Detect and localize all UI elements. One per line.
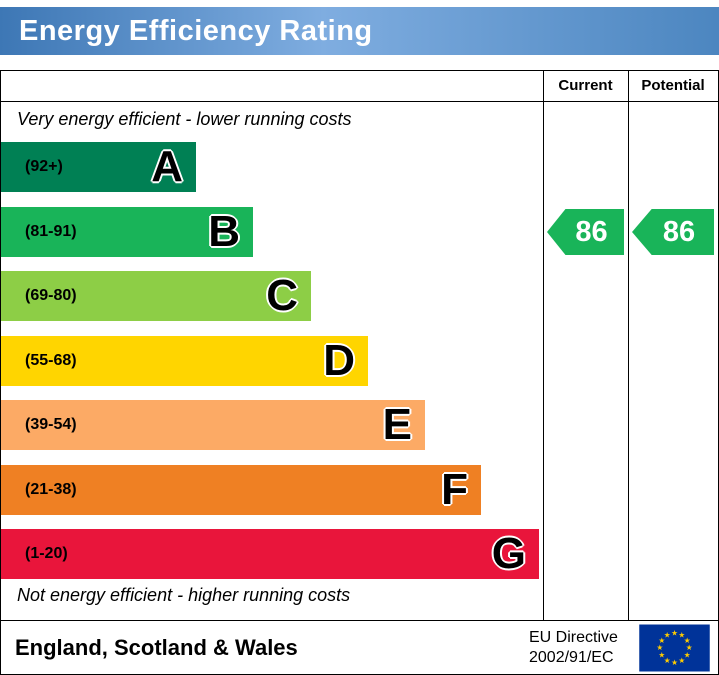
potential-rating-arrow: 86 [632,209,714,255]
column-header-row [1,71,718,102]
footer: England, Scotland & Wales EU Directive 2… [1,621,718,674]
eu-directive-label: EU Directive 2002/91/EC [529,628,618,668]
svg-text:★: ★ [686,643,693,652]
band-c-letter: C [266,271,298,320]
band-d: (55-68) D [1,336,368,386]
svg-text:★: ★ [671,657,678,666]
potential-column-divider [628,71,629,620]
svg-text:★: ★ [658,635,665,644]
bottom-note: Not energy efficient - higher running co… [17,585,351,605]
band-g-range: (1-20) [25,545,68,562]
band-c-range: (69-80) [25,287,77,304]
svg-text:★: ★ [671,628,678,637]
page-title: Energy Efficiency Rating [19,14,373,47]
band-b-letter: B [208,207,240,256]
eu-directive-line2: 2002/91/EC [529,648,614,666]
band-f: (21-38) F [1,465,481,515]
svg-text:★: ★ [678,630,685,639]
band-f-letter: F [441,465,468,514]
band-a-range: (92+) [25,158,63,175]
footer-divider [1,620,718,621]
svg-text:★: ★ [664,630,671,639]
band-b: (81-91) B [1,207,253,257]
svg-text:★: ★ [658,650,665,659]
current-column-divider [543,71,544,620]
epc-chart: Current Potential Very energy efficient … [0,70,719,675]
svg-text:★: ★ [664,655,671,664]
eu-directive-line1: EU Directive [529,628,618,646]
band-b-range: (81-91) [25,223,77,240]
top-note: Very energy efficient - lower running co… [17,109,352,129]
eu-flag-stars: ★ ★ ★ ★ ★ ★ ★ ★ ★ ★ ★ ★ [656,628,692,666]
eu-flag-field [639,624,710,671]
band-a: (92+) A [1,142,196,192]
svg-text:★: ★ [678,655,685,664]
band-g-letter: G [491,529,526,578]
svg-text:★: ★ [656,643,663,652]
band-e-range: (39-54) [25,416,77,433]
eu-flag: ★ ★ ★ ★ ★ ★ ★ ★ ★ ★ ★ ★ [639,624,710,671]
current-rating-value: 86 [575,215,608,248]
band-f-range: (21-38) [25,481,77,498]
svg-text:★: ★ [684,635,691,644]
band-e-letter: E [382,400,412,449]
potential-rating-value: 86 [662,215,696,248]
band-d-letter: D [323,336,355,385]
current-column-header: Current [558,77,613,94]
band-a-letter: A [151,142,183,191]
band-d-range: (55-68) [25,352,77,369]
svg-text:★: ★ [684,650,691,659]
potential-column-header: Potential [641,77,705,94]
current-rating-arrow: 86 [547,209,624,255]
band-e: (39-54) E [1,400,425,450]
band-g: (1-20) G [1,529,539,579]
title-banner: Energy Efficiency Rating [0,7,719,55]
band-c: (69-80) C [1,271,311,321]
region-label: England, Scotland & Wales [15,634,298,660]
